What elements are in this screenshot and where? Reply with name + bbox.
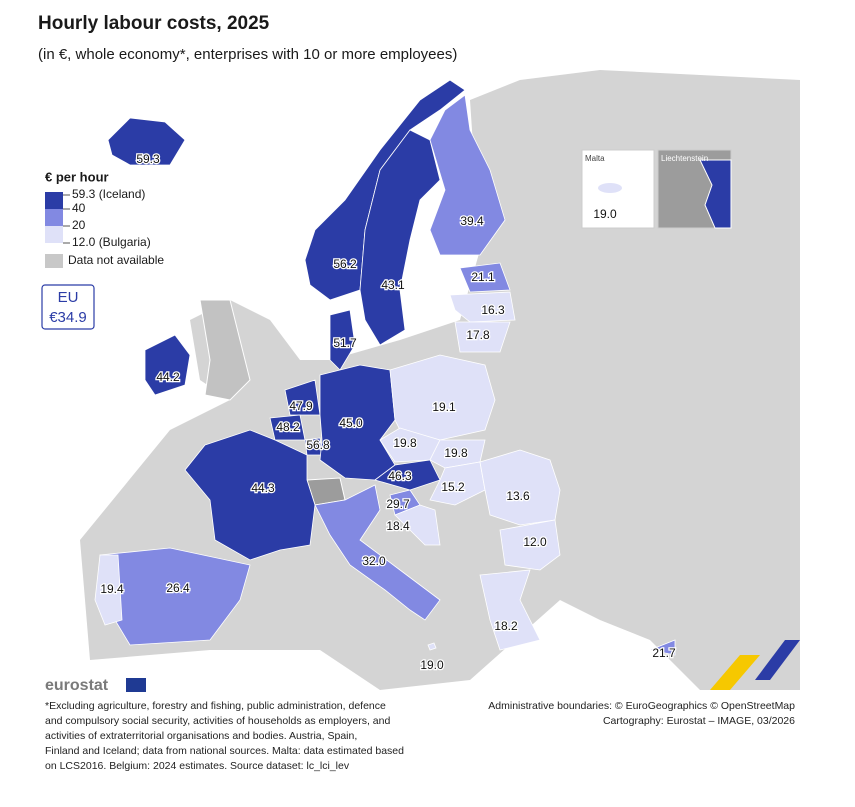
region [429,94,506,256]
region [144,334,191,396]
region [479,569,541,651]
credit-line: Cartography: Eurostat – IMAGE, 03/2026 [603,715,795,727]
value-label: 59.3 [136,152,160,166]
labels: 59.3 56.2 43.1 39.4 21.1 16.3 17.8 51.7 44.2 47.9… [99,151,677,674]
value-label: 47.9 [289,399,313,413]
value-label: 13.6 [506,489,530,503]
region [429,439,486,469]
value-label: 32.0 [362,554,386,568]
footnote-line: Finland and Iceland; data from national … [45,745,404,757]
region [304,79,466,301]
value-label: 56.2 [333,257,357,271]
value-label: 44.2 [156,370,180,384]
eu-label: EU [58,289,79,306]
legend-label: 40 [72,201,86,215]
value-label: 45.0 [339,416,363,430]
region [107,117,186,166]
region [314,484,441,621]
inset-title: Malta [585,154,605,163]
value-label: 21.1 [471,270,495,284]
footnote-line: on LCS2016. Belgium: 2024 estimates. Sou… [45,760,350,772]
value-label: 19.4 [100,582,124,596]
legend-label: 59.3 (Iceland) [72,187,145,201]
logo: eurostat [45,677,109,694]
value-label: 46.3 [388,469,412,483]
inset-title: Liechtenstein [661,154,708,163]
legend-label: 20 [72,218,86,232]
inset-value: 19.0 [593,207,617,221]
subtitle: (in €, whole economy*, enterprises with … [38,46,457,63]
eu-box [41,284,95,330]
region [94,554,123,626]
malta-shape [598,183,622,193]
great-britain [199,299,251,401]
value-label: 56.8 [306,438,330,452]
value-label: 19.0 [420,658,444,672]
notes: *Excluding agriculture, forestry and fis… [45,700,795,772]
footnote-line: activities of extraterritorial organisat… [45,730,357,742]
region [499,519,561,571]
value-label: 19.8 [444,446,468,460]
footnote-line: and compulsory social security, activiti… [45,715,390,727]
legend-title: € per hour [45,169,109,184]
value-label: 29.7 [386,497,410,511]
value-label: 18.2 [494,619,518,633]
liechtenstein [699,159,732,229]
legend: 59.3 (Iceland)40 20 12.0 (Bulgaria) Data no… [45,187,164,268]
value-label: 26.4 [166,581,190,595]
value-label: 44.3 [251,481,275,495]
regions [94,79,676,656]
eu-value: €34.9 [49,309,87,326]
legend-na-swatch [45,254,63,268]
value-label: 48.2 [276,420,300,434]
region [394,504,441,546]
value-label: 51.7 [333,336,357,350]
value-label: 19.1 [432,400,456,414]
value-label: 19.8 [393,436,417,450]
region [389,354,496,441]
value-label: 43.1 [381,278,405,292]
legend-swatch [45,209,63,226]
region [427,642,437,651]
footnote-line: *Excluding agriculture, forestry and fis… [45,700,386,712]
value-label: 15.2 [441,480,465,494]
legend-na-label: Data not available [68,253,164,267]
credit-line: Administrative boundaries: © EuroGeograp… [488,700,795,712]
region [99,547,251,646]
region [454,321,511,353]
legend-swatch [45,192,63,209]
legend-label: 12.0 (Bulgaria) [72,235,151,249]
value-label: 17.8 [466,328,490,342]
region [648,639,676,656]
region [184,429,316,561]
region [329,309,356,371]
value-label: 39.4 [460,214,484,228]
region [449,291,516,323]
value-label: 12.0 [523,535,547,549]
title: Hourly labour costs, 2025 [38,13,270,34]
eu-flag [126,678,146,692]
region [374,459,441,491]
value-label: 16.3 [481,303,505,317]
value-label: 21.7 [652,646,676,660]
legend-swatch [45,226,63,243]
logo-mark [710,655,760,690]
logo-mark [755,640,800,680]
region [479,449,561,526]
value-label: 18.4 [386,519,410,533]
region [359,129,441,346]
region [459,262,511,293]
